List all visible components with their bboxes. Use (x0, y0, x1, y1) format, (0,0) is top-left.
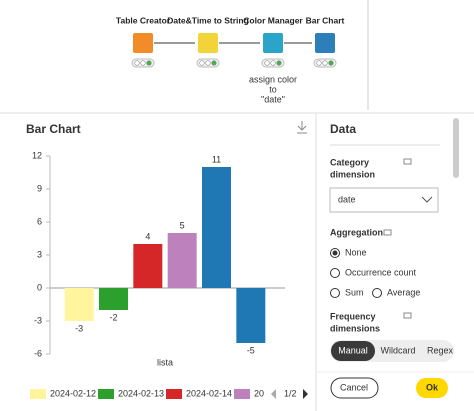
tab[interactable]: Wildcard (380, 345, 415, 355)
status-light (328, 60, 334, 66)
bar (236, 288, 266, 343)
tab[interactable]: Manual (331, 341, 375, 361)
bar (133, 244, 163, 288)
field-label: Category (330, 157, 369, 167)
legend-swatch (234, 389, 250, 399)
radio[interactable]: None (330, 247, 367, 258)
status-light (276, 60, 282, 66)
legend-item[interactable]: 2024-02-14 (166, 388, 232, 399)
y-tick-label: 9 (37, 183, 42, 193)
status-light (264, 60, 270, 66)
status-light (270, 60, 276, 66)
bar (167, 233, 197, 288)
field-label: Aggregation (330, 227, 383, 237)
tab-label: Manual (338, 345, 368, 355)
legend-swatch (98, 389, 114, 399)
tab-label: Wildcard (380, 345, 415, 355)
legend-next[interactable] (303, 389, 308, 399)
annotation: "date" (261, 94, 285, 104)
chart: -6 -3 0 3 6 9 12 -3 -2 4 5 11 -5 lista 2024-02-12 2024-… (30, 150, 308, 399)
legend-item[interactable]: 2024-02-12 (30, 388, 96, 399)
legend-label: 2024-02-12 (50, 388, 96, 398)
radio[interactable]: Average (372, 287, 421, 298)
status-light (322, 60, 328, 66)
value-label: 11 (212, 154, 221, 164)
status-light (211, 60, 217, 66)
radio-label: Occurrence count (345, 267, 417, 277)
status-light (146, 60, 152, 66)
info-icon[interactable] (403, 158, 412, 165)
node-icon (315, 33, 335, 53)
info-icon[interactable] (403, 312, 412, 319)
value-label: 5 (180, 220, 185, 230)
legend-item[interactable]: 2024-02-13 (98, 388, 164, 399)
workflow-node[interactable]: Color Manager (243, 15, 303, 68)
workflow-node[interactable]: Bar Chart (306, 15, 345, 68)
workflow-node[interactable]: Date&Time to String (167, 15, 249, 68)
y-tick-label: 3 (37, 249, 42, 259)
legend-swatch (166, 389, 182, 399)
x-axis-label: lista (157, 357, 173, 367)
status-light (199, 60, 205, 66)
value-label: -2 (109, 312, 117, 322)
node-label: Table Creator (116, 15, 171, 25)
status-light (205, 60, 211, 66)
chart-title: Bar Chart (26, 122, 81, 136)
status-light (134, 60, 140, 66)
cancel-button[interactable]: Cancel (330, 377, 379, 399)
legend-label: 2024-02-14 (186, 388, 232, 398)
y-tick-label: 0 (37, 282, 42, 292)
legend-page: 1/2 (284, 388, 297, 398)
annotation: assign color (249, 74, 297, 84)
scrollbar[interactable] (453, 118, 459, 178)
value-label: -5 (247, 345, 255, 355)
category-select[interactable]: date (329, 187, 439, 213)
node-label: Date&Time to String (167, 15, 249, 25)
bar (99, 288, 128, 310)
ok-button[interactable]: Ok (416, 378, 448, 398)
y-tick-label: -6 (34, 348, 42, 358)
bar (64, 288, 94, 321)
radio[interactable]: Sum (330, 287, 364, 298)
bar (202, 167, 231, 288)
legend-item[interactable]: 20 (234, 388, 264, 399)
legend-label: 2024-02-13 (118, 388, 164, 398)
field-label: dimension (330, 169, 375, 179)
value-label: -3 (75, 323, 83, 333)
value-label: 4 (145, 231, 150, 241)
radio-label: Sum (345, 287, 364, 297)
select-value: date (338, 194, 356, 204)
field-label: dimensions (330, 323, 380, 333)
annotation: to (269, 84, 277, 94)
download-icon[interactable] (297, 121, 307, 134)
status-light (316, 60, 322, 66)
node-icon (263, 33, 283, 53)
status-light (140, 60, 146, 66)
node-label: Color Manager (243, 15, 303, 25)
info-icon[interactable] (383, 229, 392, 236)
button-label: Ok (426, 382, 439, 392)
y-tick-label: 6 (37, 216, 42, 226)
legend-prev[interactable] (271, 389, 276, 399)
legend-swatch (30, 389, 46, 399)
radio[interactable]: Occurrence count (330, 267, 417, 278)
field-label: Frequency (330, 311, 376, 321)
radio-label: Average (387, 287, 420, 297)
radio-label: None (345, 247, 367, 257)
node-icon (198, 33, 218, 53)
y-tick-label: 12 (32, 150, 42, 160)
legend-label: 20 (254, 388, 264, 398)
node-label: Bar Chart (306, 15, 345, 25)
y-tick-label: -3 (34, 315, 42, 325)
tab-label: Regex (427, 345, 454, 355)
tab[interactable]: Regex (427, 345, 454, 355)
panel-title: Data (330, 122, 356, 136)
node-icon (133, 33, 153, 53)
button-label: Cancel (340, 382, 368, 392)
workflow-node[interactable]: Table Creator (116, 15, 171, 68)
